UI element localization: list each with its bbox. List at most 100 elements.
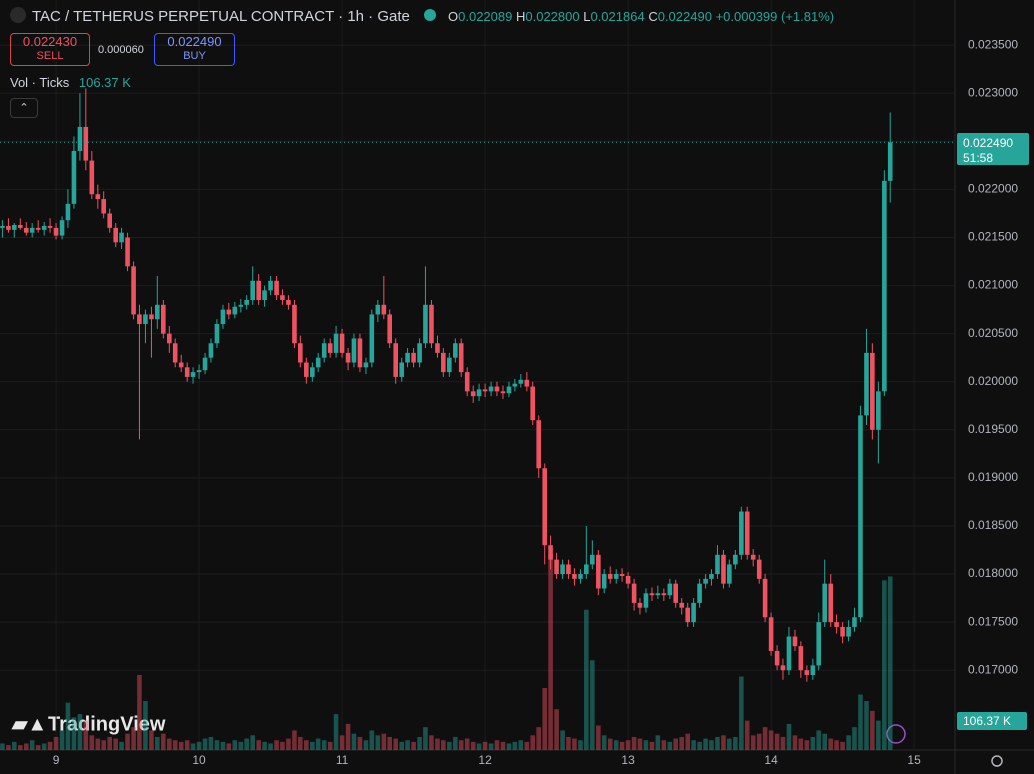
watermark-logo: ▰▲ bbox=[11, 713, 47, 735]
y-tick-label: 0.021500 bbox=[968, 230, 1018, 244]
y-tick-label: 0.017000 bbox=[968, 662, 1018, 676]
candle-body bbox=[244, 300, 249, 305]
volume-bar bbox=[411, 741, 416, 750]
volume-bar bbox=[107, 736, 112, 750]
candle-body bbox=[143, 314, 148, 325]
volume-bar bbox=[673, 738, 679, 750]
candle-body bbox=[798, 646, 804, 671]
candle-body bbox=[393, 343, 399, 377]
candle-body bbox=[607, 574, 613, 579]
y-tick-label: 0.022000 bbox=[968, 182, 1018, 196]
alert-icon[interactable] bbox=[886, 724, 906, 744]
candle-body bbox=[190, 372, 196, 377]
candle-body bbox=[590, 554, 595, 565]
volume-bar bbox=[572, 738, 577, 750]
volume-bar bbox=[822, 733, 828, 750]
candle-body bbox=[744, 511, 750, 555]
y-tick-label: 0.017500 bbox=[968, 614, 1018, 628]
candle-body bbox=[65, 203, 71, 221]
volume-bar bbox=[506, 743, 512, 750]
candle-body bbox=[667, 583, 673, 596]
candle-body bbox=[649, 593, 655, 596]
candle-body bbox=[178, 362, 184, 368]
candle-body bbox=[172, 343, 178, 363]
candle-body bbox=[119, 232, 124, 243]
volume-bar bbox=[887, 576, 893, 750]
volume-bar bbox=[756, 733, 762, 750]
candle-body bbox=[417, 343, 422, 363]
volume-bar bbox=[494, 740, 500, 750]
candle-body bbox=[441, 352, 446, 373]
volume-bar bbox=[524, 741, 530, 750]
volume-bar bbox=[834, 740, 839, 750]
candle-body bbox=[506, 386, 512, 394]
candle-body bbox=[786, 636, 792, 671]
volume-bar bbox=[53, 736, 59, 750]
volume-bar bbox=[625, 740, 631, 750]
volume-bar bbox=[304, 740, 309, 750]
legend-value: 0.022089 bbox=[458, 9, 513, 24]
candle-body bbox=[435, 343, 440, 353]
buy-price: 0.022490 bbox=[167, 34, 222, 49]
sell-button[interactable]: 0.022430 SELL bbox=[10, 33, 90, 66]
candle-body bbox=[447, 357, 452, 373]
buy-button[interactable]: 0.022490 BUY bbox=[154, 33, 235, 66]
x-tick-label: 11 bbox=[336, 753, 349, 767]
candle-body bbox=[870, 352, 875, 430]
candle-body bbox=[292, 304, 297, 344]
candle-body bbox=[476, 389, 482, 397]
candle-body bbox=[530, 386, 536, 421]
volume-bar bbox=[601, 735, 607, 750]
volume-bar bbox=[858, 694, 863, 750]
volume-bar bbox=[59, 730, 65, 750]
x-tick-label: 10 bbox=[192, 753, 206, 767]
candle-body bbox=[619, 574, 625, 576]
volume-bar bbox=[178, 741, 184, 750]
candle-body bbox=[572, 574, 577, 579]
volume-bar bbox=[310, 741, 315, 750]
volume-bar bbox=[18, 745, 23, 750]
candle-body bbox=[542, 468, 548, 546]
y-tick-label: 0.018000 bbox=[968, 566, 1018, 580]
candle-body bbox=[357, 338, 363, 368]
volume-bar bbox=[47, 741, 53, 750]
candle-body bbox=[721, 554, 726, 584]
volume-bar bbox=[29, 740, 35, 750]
candle-body bbox=[363, 362, 369, 368]
settings-icon[interactable] bbox=[991, 755, 1003, 767]
legend-key: H bbox=[515, 9, 526, 24]
volume-bar bbox=[298, 736, 303, 750]
candle-body bbox=[95, 194, 101, 200]
candle-body bbox=[852, 617, 857, 627]
candle-body bbox=[774, 650, 780, 666]
volume-bar bbox=[828, 738, 834, 750]
candle-body bbox=[208, 343, 214, 358]
candle-body bbox=[887, 142, 893, 181]
volume-bar bbox=[619, 741, 625, 750]
candle-body bbox=[238, 304, 244, 307]
candle-body bbox=[834, 622, 839, 627]
candle-body bbox=[351, 338, 357, 363]
volume-bar bbox=[220, 741, 226, 750]
volume-bar bbox=[226, 743, 232, 750]
volume-bar bbox=[333, 714, 339, 750]
volume-bar bbox=[214, 740, 220, 750]
volume-bar bbox=[882, 580, 887, 750]
candle-body bbox=[470, 391, 476, 397]
volume-bar bbox=[774, 733, 780, 750]
volume-bar bbox=[554, 709, 559, 750]
candle-body bbox=[399, 362, 405, 377]
candle-body bbox=[107, 213, 112, 228]
legend-key: L bbox=[583, 9, 591, 24]
ohlc-legend: O0.022089 H0.022800 L0.021864 C0.022490 … bbox=[448, 9, 834, 24]
volume-bar bbox=[435, 738, 440, 750]
collapse-button[interactable]: ⌃ bbox=[10, 98, 38, 118]
candle-body bbox=[24, 227, 29, 233]
volume-bar bbox=[679, 736, 685, 750]
y-tick-label: 0.020000 bbox=[968, 374, 1018, 388]
symbol-logo bbox=[10, 7, 26, 27]
candle-body bbox=[71, 150, 77, 204]
candle-body bbox=[691, 602, 696, 623]
volume-bar bbox=[584, 609, 589, 750]
